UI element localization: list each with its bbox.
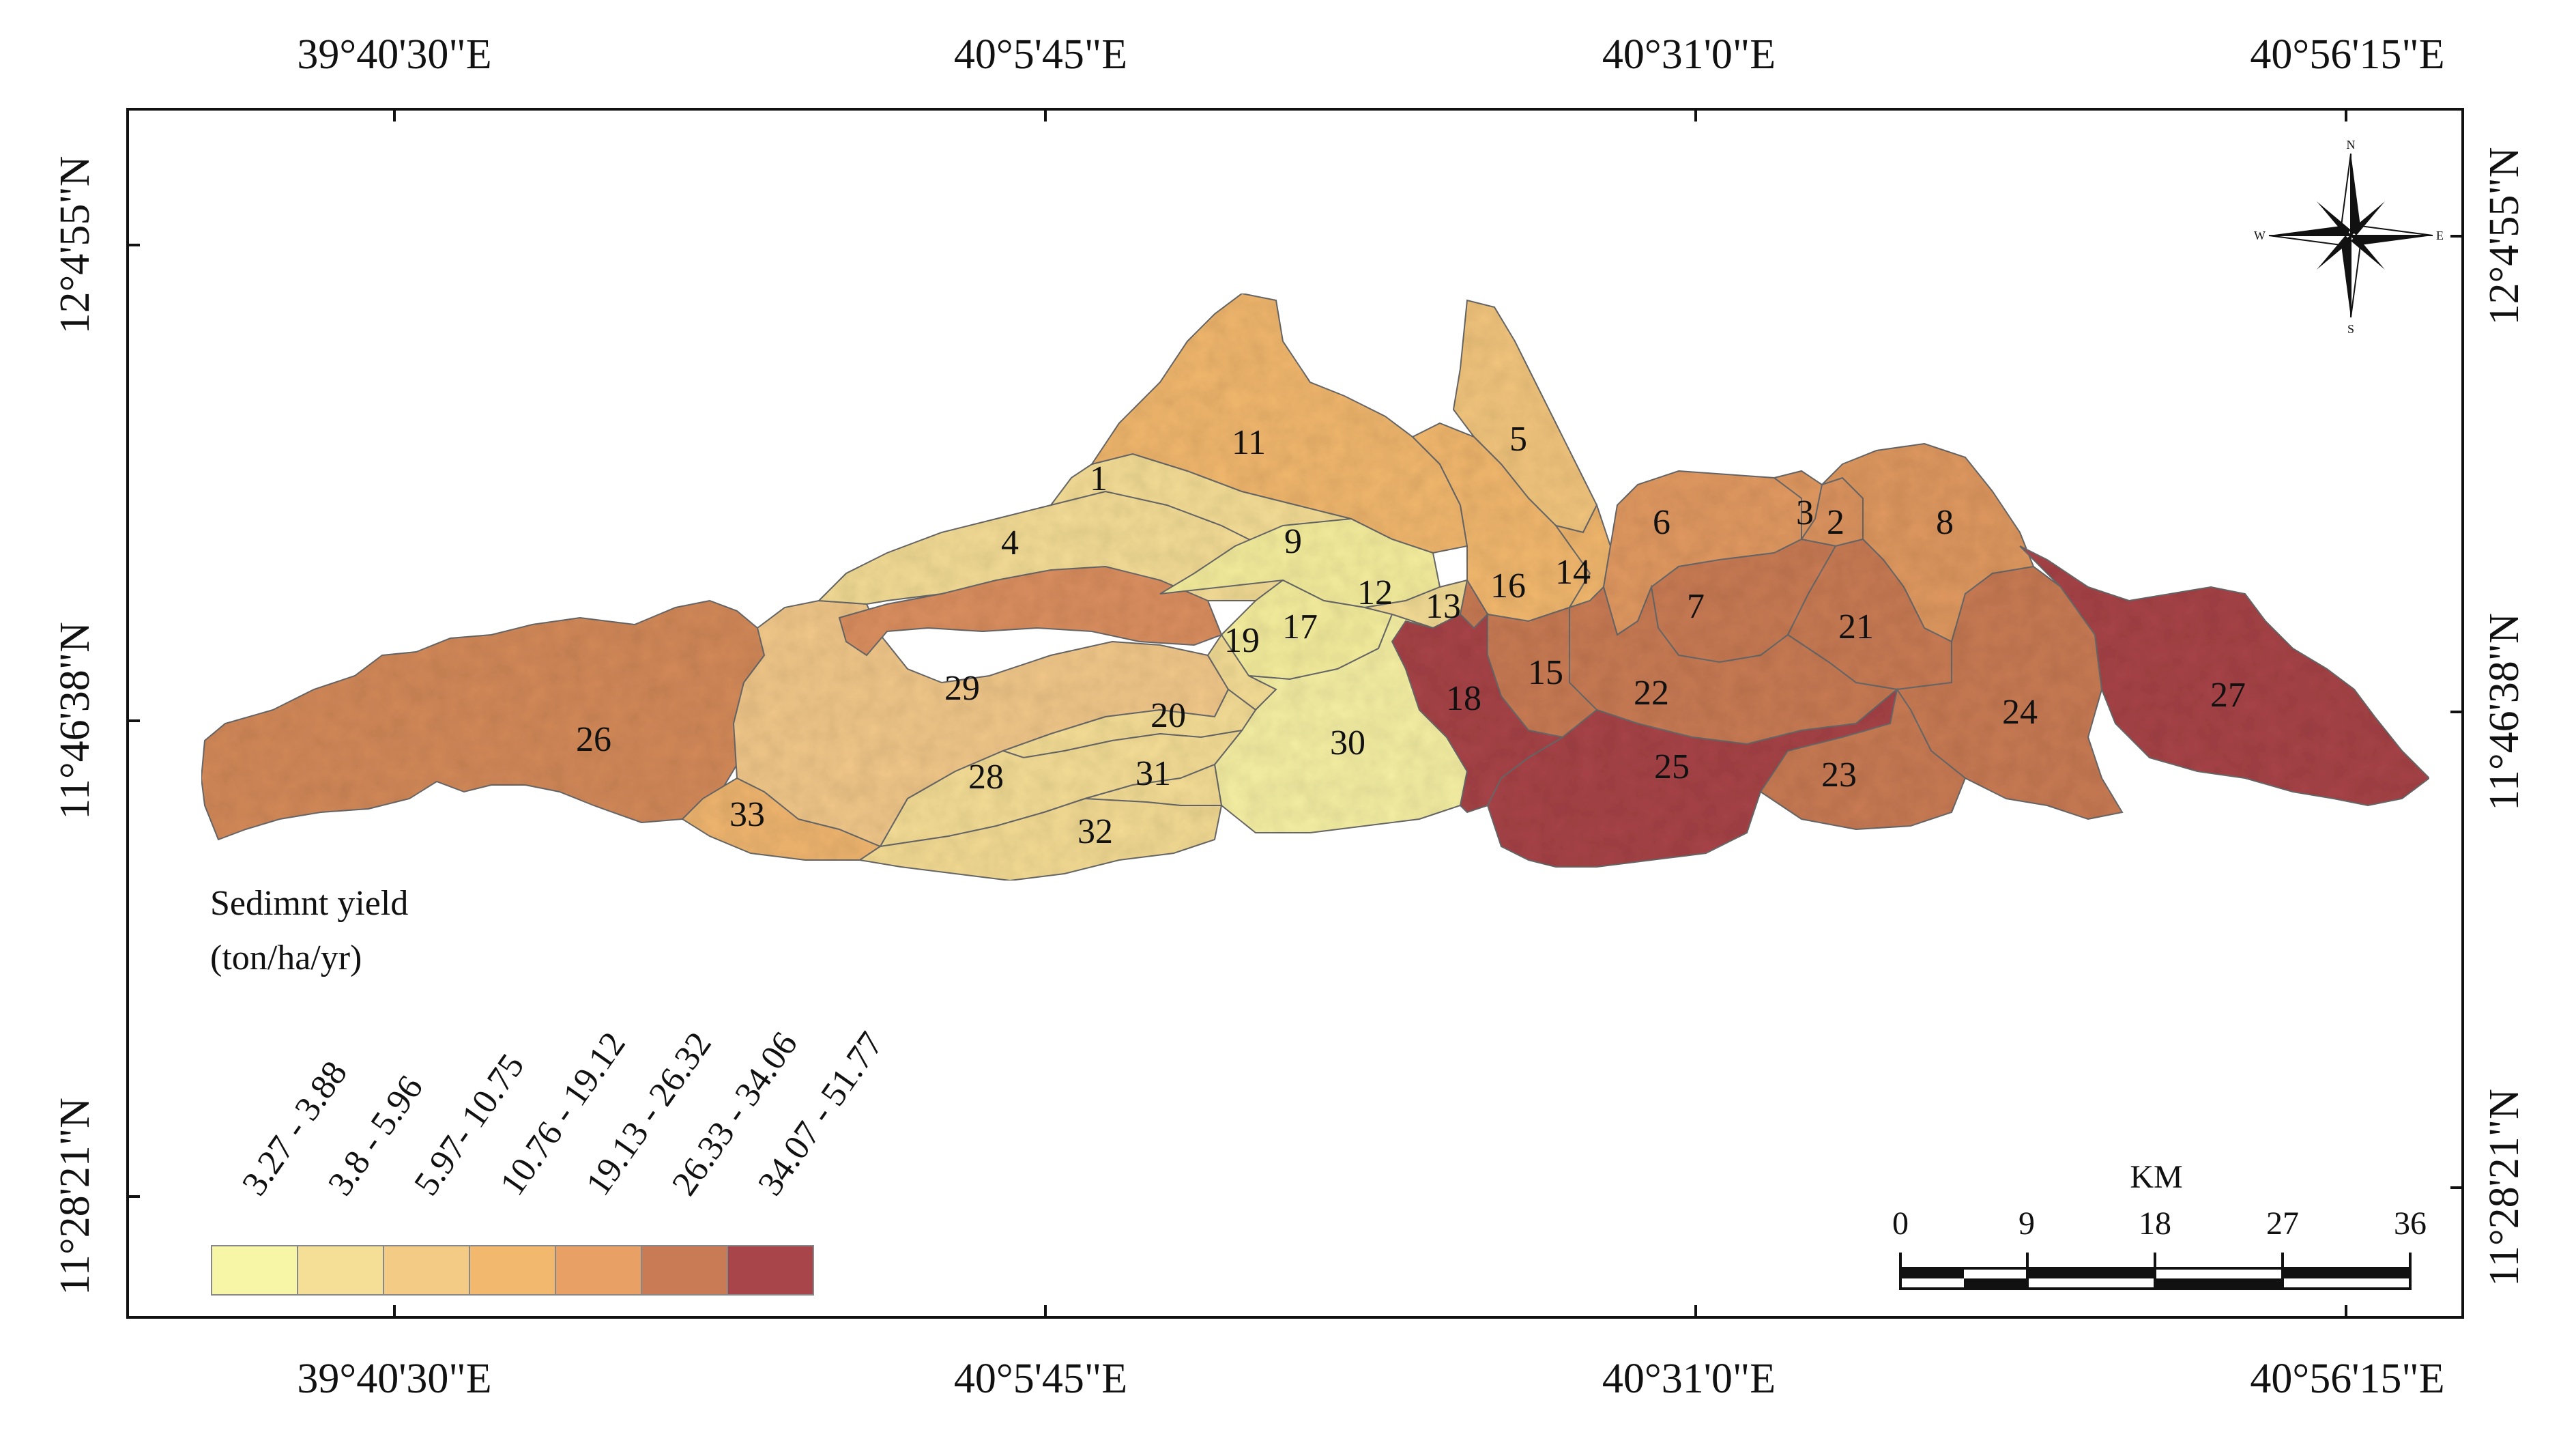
subbasin-label: 20 [1150,696,1186,735]
subbasin-label: 15 [1528,653,1563,692]
subbasin-25 [1486,687,1898,868]
subbasin-label: 11 [1232,423,1266,462]
legend-swatch [211,1245,298,1296]
compass-rose: N S E W [2254,138,2444,336]
legend-swatches [211,1245,814,1296]
subbasin-label: 21 [1838,607,1874,646]
longitude-label-bottom-4: 40°56'15"E [2250,1356,2444,1402]
subbasin-label: 31 [1135,754,1171,793]
subbasin-label: 25 [1654,747,1690,786]
latitude-label-right-1: 12°4'55"N [2481,147,2528,325]
subbasin-label: 12 [1357,573,1393,612]
scale-tick-label: 36 [2394,1205,2427,1242]
legend: Sedimnt yield (ton/ha/yr) 3.27 - 3.883.8… [210,884,891,1296]
longitude-label-top-4: 40°56'15"E [2250,31,2444,78]
subbasin-label: 19 [1224,621,1260,660]
subbasin-10 [838,565,1223,657]
scale-unit-label: KM [2130,1159,2182,1195]
subbasin-label: 22 [1634,674,1669,713]
legend-swatch [469,1245,556,1296]
compass-west-label: W [2254,229,2266,242]
subbasin-26 [200,599,766,841]
subbasin-27 [2019,545,2431,807]
longitude-label-bottom-3: 40°31'0"E [1602,1356,1776,1402]
subbasin-label: 6 [1653,503,1670,542]
longitude-label-bottom-2: 40°5'45"E [954,1356,1127,1402]
subbasin-label: 1 [1090,459,1108,498]
subbasin-label: 17 [1282,607,1318,646]
latitude-label-left-2: 11°46'38"N [52,622,98,820]
subbasin-label: 28 [968,758,1004,797]
latitude-label-right-2: 11°46'38"N [2481,613,2528,811]
subbasin-32 [858,797,1223,882]
subbasin-label: 26 [576,720,611,759]
subbasin-18 [1391,612,1565,814]
scale-tick-label: 18 [2139,1205,2171,1242]
subbasin-label: 23 [1821,756,1857,795]
scale-tick-label: 27 [2266,1205,2299,1242]
subbasin-label: 30 [1330,724,1365,762]
latitude-label-left-3: 11°28'21"N [52,1098,98,1296]
subbasin-label: 9 [1284,522,1302,561]
graticule-ticks [128,109,2463,1317]
subbasin-label: 5 [1509,420,1527,459]
longitude-label-top-2: 40°5'45"E [954,31,1127,78]
legend-title: Sedimnt yield [210,884,408,923]
subbasin-label: 14 [1555,553,1591,592]
scale-tick-label: 0 [1892,1205,1909,1242]
legend-swatch [297,1245,384,1296]
subbasin-label: 18 [1446,679,1481,718]
legend-swatch [555,1245,642,1296]
subbasin-label: 2 [1827,503,1844,542]
subbasin-label: 13 [1426,587,1461,626]
compass-south-label: S [2347,322,2354,336]
scale-bar: KM 0 9 18 27 36 [1892,1159,2427,1290]
subbasin-label: 24 [2002,693,2038,732]
longitude-label-top-3: 40°31'0"E [1602,31,1776,78]
legend-subtitle: (ton/ha/yr) [210,939,362,977]
legend-swatch [641,1245,728,1296]
latitude-label-left-1: 12°4'55"N [52,156,98,334]
subbasin-label: 8 [1936,503,1954,542]
subbasin-label: 4 [1001,524,1019,562]
subbasin-label: 27 [2210,676,2246,715]
scale-tick-label: 9 [2018,1205,2035,1242]
subbasin-labels: 1 2 3 4 5 6 7 8 9 11 12 13 14 15 16 17 1… [576,420,2246,851]
compass-north-label: N [2347,138,2356,152]
latitude-label-right-3: 11°28'21"N [2481,1089,2528,1287]
subbasin-label: 16 [1490,567,1526,605]
subbasin-label: 32 [1077,812,1113,851]
compass-east-label: E [2436,229,2444,242]
subbasin-label: 33 [729,795,765,834]
subbasin-polygons [200,292,2431,882]
subbasin-label: 29 [944,669,980,708]
subbasin-label: 3 [1796,494,1814,532]
longitude-label-top-1: 39°40'30"E [297,31,491,78]
legend-swatch [727,1245,814,1296]
subbasin-label: 7 [1687,587,1705,626]
legend-swatch [383,1245,470,1296]
longitude-label-bottom-1: 39°40'30"E [297,1356,491,1402]
